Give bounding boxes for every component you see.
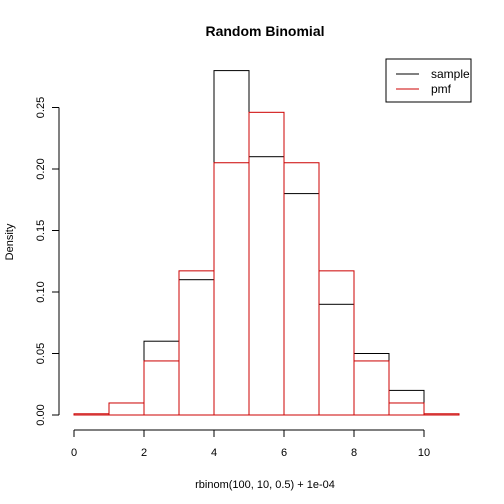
x-axis-label: rbinom(100, 10, 0.5) + 1e-04 (195, 479, 335, 491)
legend-label-pmf: pmf (431, 82, 452, 96)
x-tick-label-5: 10 (418, 447, 430, 459)
sample-bar-4 (283, 193, 320, 416)
sample-bar-2 (213, 70, 250, 416)
y-tick-label-4: 0.20 (35, 158, 47, 179)
chart-title: Random Binomial (205, 23, 324, 39)
y-tick-label-1: 0.05 (35, 343, 47, 364)
pmf-bar-9 (388, 402, 425, 416)
sample-bar-3 (248, 156, 285, 416)
x-tick-label-2: 4 (211, 447, 217, 459)
x-tick-label-1: 2 (141, 447, 147, 459)
pmf-bar-0 (73, 413, 110, 416)
legend-label-sample: sample (431, 67, 470, 81)
sample-bar-5 (318, 303, 355, 416)
pmf-bar-1 (108, 402, 145, 416)
pmf-bar-7 (318, 270, 355, 416)
sample-bar-0 (143, 340, 180, 416)
y-axis-label: Density (4, 223, 16, 260)
y-tick-label-2: 0.10 (35, 281, 47, 302)
y-tick-label-0: 0.00 (35, 404, 47, 425)
y-tick-label-3: 0.15 (35, 220, 47, 241)
sample-bar-1 (178, 279, 215, 416)
y-axis: 0.00 0.05 0.10 0.15 0.20 0.25 (35, 97, 60, 426)
x-tick-label-3: 6 (281, 447, 287, 459)
x-tick-label-0: 0 (71, 447, 77, 459)
legend-box (385, 58, 472, 103)
y-tick-label-5: 0.25 (35, 97, 47, 118)
pmf-bar-10 (423, 413, 460, 416)
x-axis: 0 2 4 6 8 10 (71, 429, 430, 459)
pmf-bar-8 (353, 360, 390, 416)
sample-bars (143, 70, 425, 416)
legend: sample pmf (385, 58, 472, 103)
sample-bar-6 (353, 353, 390, 416)
x-tick-label-4: 8 (351, 447, 357, 459)
pmf-bars (73, 111, 460, 416)
